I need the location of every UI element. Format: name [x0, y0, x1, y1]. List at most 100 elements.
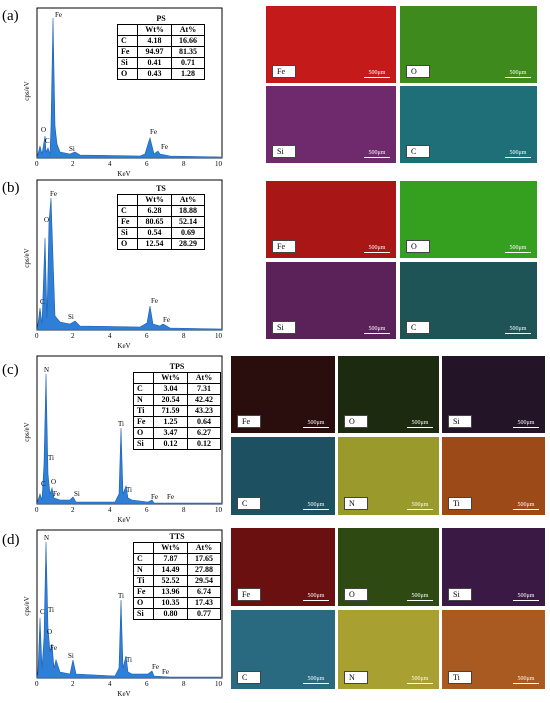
- scale-bar-label: 500μm: [509, 150, 527, 156]
- x-tick-labels: 0 2 4 6 8 10: [35, 680, 223, 688]
- table-cell: Fe: [132, 586, 155, 598]
- peak-label: Si: [68, 313, 74, 321]
- table-cell: 0.43: [137, 68, 172, 80]
- map-element-label: C: [406, 145, 430, 158]
- peak-label: Fe: [50, 644, 57, 652]
- x-tick: 0: [35, 680, 39, 688]
- scale-bar-label: 500μm: [368, 150, 386, 156]
- peak-label: O: [51, 478, 56, 486]
- element-map-o: O 500μm: [400, 6, 537, 83]
- x-tick: 2: [71, 680, 75, 688]
- map-element-label: Si: [272, 321, 296, 334]
- eds-spectrum: N Ti C O Fe Si Ti Ti Fe Fe 0 2 4 6 8 10 …: [20, 354, 230, 524]
- x-axis-label: KeV: [117, 690, 130, 698]
- scale-bar: 500μm: [303, 502, 329, 510]
- table-cell: 71.59: [153, 405, 188, 417]
- table-cell: 52.52: [153, 575, 188, 587]
- scale-bar: 500μm: [505, 245, 531, 253]
- table-cell: O: [116, 68, 139, 80]
- peak-label: Ti: [118, 420, 124, 428]
- x-tick: 6: [145, 506, 149, 514]
- table-cell: 10.35: [153, 597, 188, 609]
- table-cell: Fe: [116, 216, 139, 228]
- element-map-ti: Ti 500μm: [442, 437, 545, 515]
- element-map-fe: Fe 500μm: [231, 528, 335, 606]
- peak-label: N: [44, 366, 49, 374]
- map-element-label: O: [406, 240, 430, 253]
- element-map-c: C 500μm: [400, 86, 537, 163]
- composition-table: TTS Wt% At% C 7.87 17.65 N 14.49 27.88 Ti 52.5…: [132, 532, 222, 620]
- scale-bar-label: 500μm: [509, 70, 527, 76]
- peak-label: O: [44, 216, 49, 224]
- element-map-n: N 500μm: [338, 610, 439, 689]
- x-axis-label: KeV: [117, 170, 130, 178]
- panel-label: (d): [2, 532, 20, 548]
- element-map-fe: Fe 500μm: [231, 356, 335, 433]
- spectrum-area: [36, 197, 223, 331]
- table-cell: 4.18: [137, 35, 172, 47]
- table-header: [116, 194, 139, 206]
- peak-label: Fe: [167, 493, 174, 501]
- table-cell: Fe: [132, 416, 155, 428]
- map-element-label: C: [406, 321, 430, 334]
- peak-label: Si: [68, 652, 74, 660]
- panel-c: (c) N Ti C O Fe Si Ti Ti Fe Fe 0 2 4 6 8…: [0, 352, 550, 524]
- table-cell: 6.74: [186, 586, 222, 598]
- scale-bar: 500μm: [505, 326, 531, 334]
- table-cell: C: [116, 35, 139, 47]
- table-cell: O: [132, 427, 155, 439]
- table-cell: 3.47: [153, 427, 188, 439]
- table-cell: 13.96: [153, 586, 188, 598]
- peak-label: Fe: [161, 143, 168, 151]
- element-map-c: C 500μm: [231, 437, 335, 515]
- table-cell: Si: [132, 438, 155, 450]
- table-header: [132, 372, 155, 384]
- y-axis-label: cps/eV: [23, 422, 31, 441]
- scale-bar: 500μm: [407, 593, 433, 601]
- table-cell: 7.31: [186, 383, 222, 395]
- scale-bar: 500μm: [513, 502, 539, 510]
- peak-label: Ti: [126, 656, 132, 664]
- table-cell: 12.54: [137, 238, 172, 250]
- table-header: At%: [170, 194, 206, 206]
- peak-label: Si: [74, 490, 80, 498]
- table-cell: 28.29: [170, 238, 206, 250]
- x-tick: 4: [108, 680, 112, 688]
- peak-label: Si: [69, 145, 75, 153]
- x-tick: 6: [145, 680, 149, 688]
- scale-bar: 500μm: [303, 593, 329, 601]
- peak-label: C: [40, 298, 45, 306]
- element-map-si: Si 500μm: [442, 356, 545, 433]
- table-cell: 0.54: [137, 227, 172, 239]
- spectrum-area: [36, 17, 223, 159]
- scale-bar: 500μm: [407, 676, 433, 684]
- y-axis-label: cps/eV: [23, 248, 31, 267]
- table-cell: 6.27: [186, 427, 222, 439]
- x-tick: 10: [215, 680, 223, 688]
- peak-label: O: [47, 628, 52, 636]
- x-axis-label: KeV: [117, 342, 130, 350]
- x-tick: 4: [108, 160, 112, 168]
- eds-chart: Fe O C Si Fe Fe 0 2 4 6 8 10 KeV cps/eV: [23, 7, 223, 178]
- x-tick: 6: [145, 160, 149, 168]
- table-cell: 81.35: [170, 46, 206, 58]
- peak-label: N: [44, 534, 49, 542]
- scale-bar-label: 500μm: [368, 70, 386, 76]
- map-element-label: Fe: [272, 240, 296, 253]
- table-cell: 29.54: [186, 575, 222, 587]
- eds-spectrum: N C Ti O Fe Si Ti Ti Fe Fe 0 2 4 6 8 10 …: [20, 528, 230, 700]
- table-header: At%: [186, 372, 222, 384]
- peak-label: Ti: [126, 486, 132, 494]
- panel-d: (d) N C Ti O Fe Si Ti Ti Fe Fe 0 2 4 6 8…: [0, 526, 550, 703]
- table-header: At%: [186, 542, 222, 554]
- y-axis-label: cps/eV: [23, 81, 31, 100]
- scale-bar: 500μm: [303, 676, 329, 684]
- table-title: TTS: [133, 532, 221, 543]
- element-map-fe: Fe 500μm: [266, 181, 396, 258]
- panel-a: (a) Fe O C Si Fe Fe 0 2 4 6 8 10 KeV cps…: [0, 0, 550, 180]
- scale-bar-label: 500μm: [307, 676, 325, 682]
- y-axis-label: cps/eV: [23, 596, 31, 615]
- table-cell: 14.49: [153, 564, 188, 576]
- x-tick: 8: [182, 680, 186, 688]
- scale-bar-label: 500μm: [517, 502, 535, 508]
